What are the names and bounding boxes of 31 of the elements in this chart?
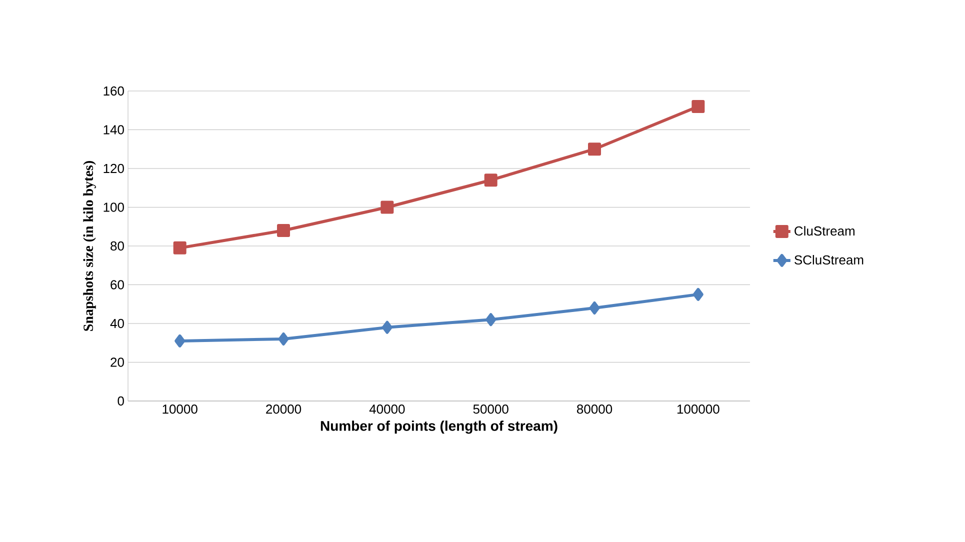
point xyxy=(486,313,496,326)
y-tick-label: 80 xyxy=(110,241,124,251)
legend-label: SCluStream xyxy=(794,254,864,265)
point xyxy=(484,174,498,187)
point xyxy=(589,302,600,314)
y-tick-label: 120 xyxy=(104,164,124,174)
x-tick-label: 10000 xyxy=(162,404,198,414)
point xyxy=(692,288,704,301)
x-tick-label: 20000 xyxy=(266,404,302,414)
point xyxy=(277,224,290,237)
x-tick-label: 80000 xyxy=(576,404,612,414)
x-axis-title: Number of points (length of stream) xyxy=(320,420,558,434)
point xyxy=(692,100,705,113)
point xyxy=(588,142,602,156)
point xyxy=(382,320,392,334)
x-tick-label: 40000 xyxy=(369,404,405,414)
y-tick-label: 160 xyxy=(104,86,124,96)
y-tick-label: 60 xyxy=(110,280,124,290)
y-axis-title: Snapshots size (in kilo bytes) xyxy=(83,161,96,331)
point xyxy=(380,200,394,214)
y-tick-label: 0 xyxy=(118,396,124,406)
point xyxy=(173,241,186,254)
y-tick-label: 140 xyxy=(104,125,124,134)
x-tick-label: 100000 xyxy=(677,404,720,414)
legend-label: CluStream xyxy=(794,226,854,236)
y-tick-label: 100 xyxy=(104,202,124,212)
y-tick-label: 20 xyxy=(110,358,124,367)
point xyxy=(278,332,289,346)
y-tick-label: 40 xyxy=(110,318,124,328)
point xyxy=(174,334,186,348)
x-tick-label: 50000 xyxy=(473,404,508,414)
